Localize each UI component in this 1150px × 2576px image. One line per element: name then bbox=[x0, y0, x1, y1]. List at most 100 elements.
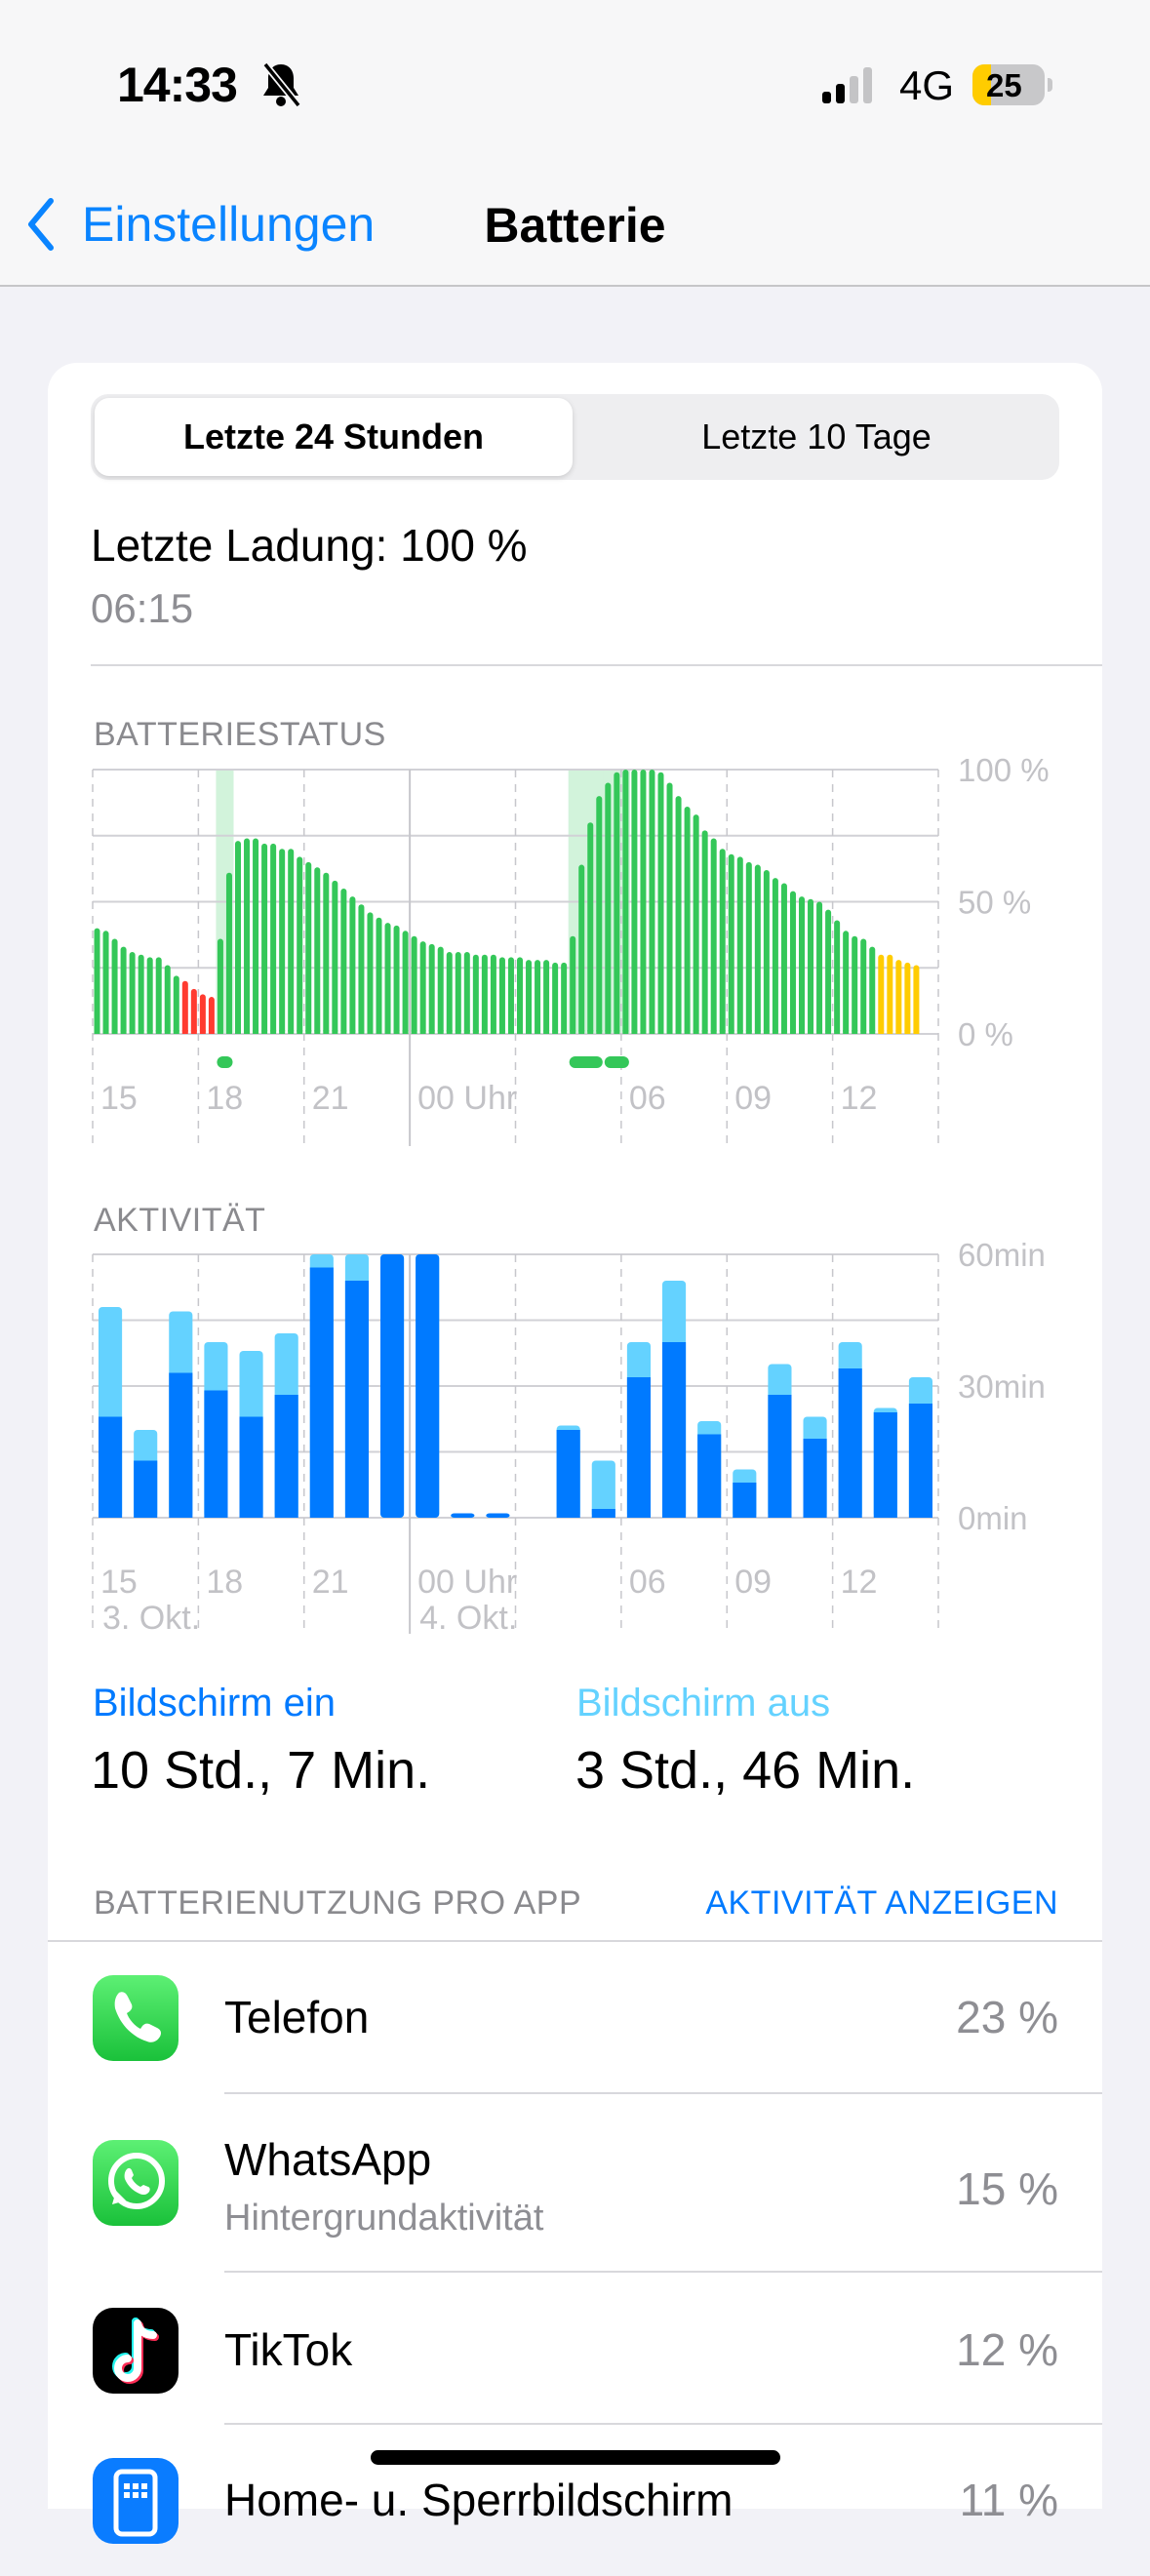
screen-on-bar bbox=[204, 1390, 228, 1518]
battery-bar bbox=[340, 888, 347, 1034]
battery-bar bbox=[552, 962, 559, 1034]
battery-bar-base bbox=[507, 1030, 514, 1034]
home-lock-screen-icon bbox=[93, 2458, 178, 2544]
battery-bar-base bbox=[843, 1030, 850, 1034]
battery-bar bbox=[684, 806, 691, 1034]
app-row-whatsapp[interactable]: WhatsApp Hintergrundaktivität 15 % bbox=[48, 2094, 1102, 2272]
battery-bar-base bbox=[772, 1030, 778, 1034]
battery-bar-base bbox=[376, 1030, 382, 1034]
screen-on-label: Bildschirm ein bbox=[93, 1682, 336, 1724]
screen-on-bar bbox=[697, 1434, 722, 1518]
battery-bar bbox=[675, 796, 682, 1034]
battery-bar bbox=[455, 951, 461, 1034]
battery-bar-base bbox=[852, 1030, 858, 1034]
battery-bar bbox=[772, 878, 778, 1034]
battery-bar bbox=[181, 980, 188, 1034]
battery-status-chart: 15 18 21 00 Uhr 06 09 12 100 % 50 % 0 % bbox=[92, 752, 1050, 1146]
app-name: WhatsApp bbox=[224, 2134, 432, 2185]
y-tick-label: 50 % bbox=[958, 885, 1031, 921]
battery-bar bbox=[657, 772, 664, 1034]
battery-bar-base bbox=[728, 1030, 734, 1034]
battery-bar-base bbox=[869, 1030, 876, 1034]
battery-bar-base bbox=[164, 1030, 171, 1034]
battery-bar-base bbox=[199, 1030, 206, 1034]
battery-bar bbox=[428, 943, 435, 1034]
battery-bar bbox=[693, 814, 699, 1034]
battery-bar-base bbox=[763, 1030, 770, 1034]
screen-on-bar bbox=[768, 1395, 792, 1518]
divider bbox=[224, 2423, 1102, 2425]
battery-status-heading: BATTERIESTATUS bbox=[94, 716, 386, 753]
x-tick-label: 00 Uhr bbox=[417, 1564, 517, 1601]
back-button[interactable]: Einstellungen bbox=[21, 195, 375, 254]
x-tick-label: 09 bbox=[734, 1080, 772, 1117]
battery-bar-base bbox=[490, 1030, 496, 1034]
battery-bar bbox=[843, 931, 850, 1034]
battery-bar bbox=[605, 782, 612, 1034]
page-title: Batterie bbox=[484, 198, 666, 253]
screen-off-label: Bildschirm aus bbox=[576, 1682, 831, 1724]
battery-bar-base bbox=[358, 1030, 365, 1034]
date-label: 4. Okt. bbox=[419, 1600, 517, 1637]
last-charge-time: 06:15 bbox=[91, 585, 194, 631]
battery-bar-base bbox=[543, 1030, 550, 1034]
chevron-left-icon bbox=[28, 198, 54, 251]
battery-bar bbox=[860, 938, 867, 1034]
battery-bar-base bbox=[789, 1030, 796, 1034]
battery-bar-base bbox=[428, 1030, 435, 1034]
home-indicator[interactable] bbox=[371, 2450, 780, 2465]
navigation-bar: Einstellungen Batterie bbox=[0, 176, 1150, 287]
battery-bar-base bbox=[270, 1030, 277, 1034]
battery-bar-base bbox=[217, 1030, 223, 1034]
battery-bar-base bbox=[455, 1030, 461, 1034]
battery-bar-base bbox=[138, 1030, 144, 1034]
battery-bar-base bbox=[587, 1030, 594, 1034]
battery-bar-base bbox=[666, 1030, 673, 1034]
app-row-telefon[interactable]: Telefon 23 % bbox=[48, 1942, 1102, 2093]
battery-bar bbox=[419, 941, 426, 1034]
signal-strength-icon bbox=[822, 67, 872, 103]
battery-bar bbox=[728, 853, 734, 1034]
screen-on-bar bbox=[134, 1460, 158, 1518]
battery-bar-base bbox=[684, 1030, 691, 1034]
app-row-tiktok[interactable]: TikTok 12 % bbox=[48, 2273, 1102, 2424]
battery-bar-base bbox=[155, 1030, 162, 1034]
app-row-home-lock-screen[interactable]: Home- u. Sperrbildschirm 11 % bbox=[48, 2425, 1102, 2576]
battery-bar-base bbox=[129, 1030, 136, 1034]
status-time: 14:33 bbox=[117, 58, 238, 112]
battery-bar-base bbox=[535, 1030, 541, 1034]
battery-bar bbox=[834, 920, 841, 1034]
app-percent: 11 % bbox=[959, 2475, 1058, 2525]
battery-bar bbox=[878, 954, 885, 1034]
screen-on-bar bbox=[169, 1372, 193, 1518]
screen-on-bar bbox=[591, 1509, 615, 1518]
battery-bar bbox=[111, 938, 118, 1034]
battery-bar bbox=[146, 957, 153, 1034]
battery-bar-base bbox=[825, 1030, 832, 1034]
segment-last-10-days[interactable]: Letzte 10 Tage bbox=[701, 416, 932, 456]
x-tick-label: 09 bbox=[734, 1564, 772, 1601]
x-tick-label: 12 bbox=[841, 1564, 878, 1601]
battery-bar bbox=[640, 770, 647, 1034]
battery-bar bbox=[164, 965, 171, 1034]
x-tick-label: 06 bbox=[629, 1080, 666, 1117]
activity-chart: 15 18 21 00 Uhr 06 09 12 60min 30min 0min 3. Okt. 4… bbox=[92, 1239, 1046, 1637]
battery-bar bbox=[349, 896, 356, 1034]
battery-bar-base bbox=[472, 1030, 479, 1034]
screen-on-bar bbox=[274, 1395, 298, 1518]
battery-fill bbox=[972, 64, 991, 105]
battery-bar-base bbox=[701, 1030, 708, 1034]
battery-bar bbox=[235, 841, 241, 1034]
battery-bar-base bbox=[235, 1030, 241, 1034]
battery-bar bbox=[288, 849, 295, 1034]
battery-bar-base bbox=[208, 1030, 215, 1034]
segment-last-24-hours[interactable]: Letzte 24 Stunden bbox=[95, 398, 573, 476]
show-activity-button[interactable]: AKTIVITÄT ANZEIGEN bbox=[705, 1884, 1058, 1922]
screen-on-bar bbox=[873, 1412, 897, 1518]
battery-bar-base bbox=[552, 1030, 559, 1034]
battery-bar bbox=[376, 917, 382, 1034]
x-tick-label: 12 bbox=[841, 1080, 878, 1117]
battery-bar-base bbox=[173, 1030, 179, 1034]
battery-bar-base bbox=[463, 1030, 470, 1034]
battery-bar bbox=[244, 838, 251, 1034]
